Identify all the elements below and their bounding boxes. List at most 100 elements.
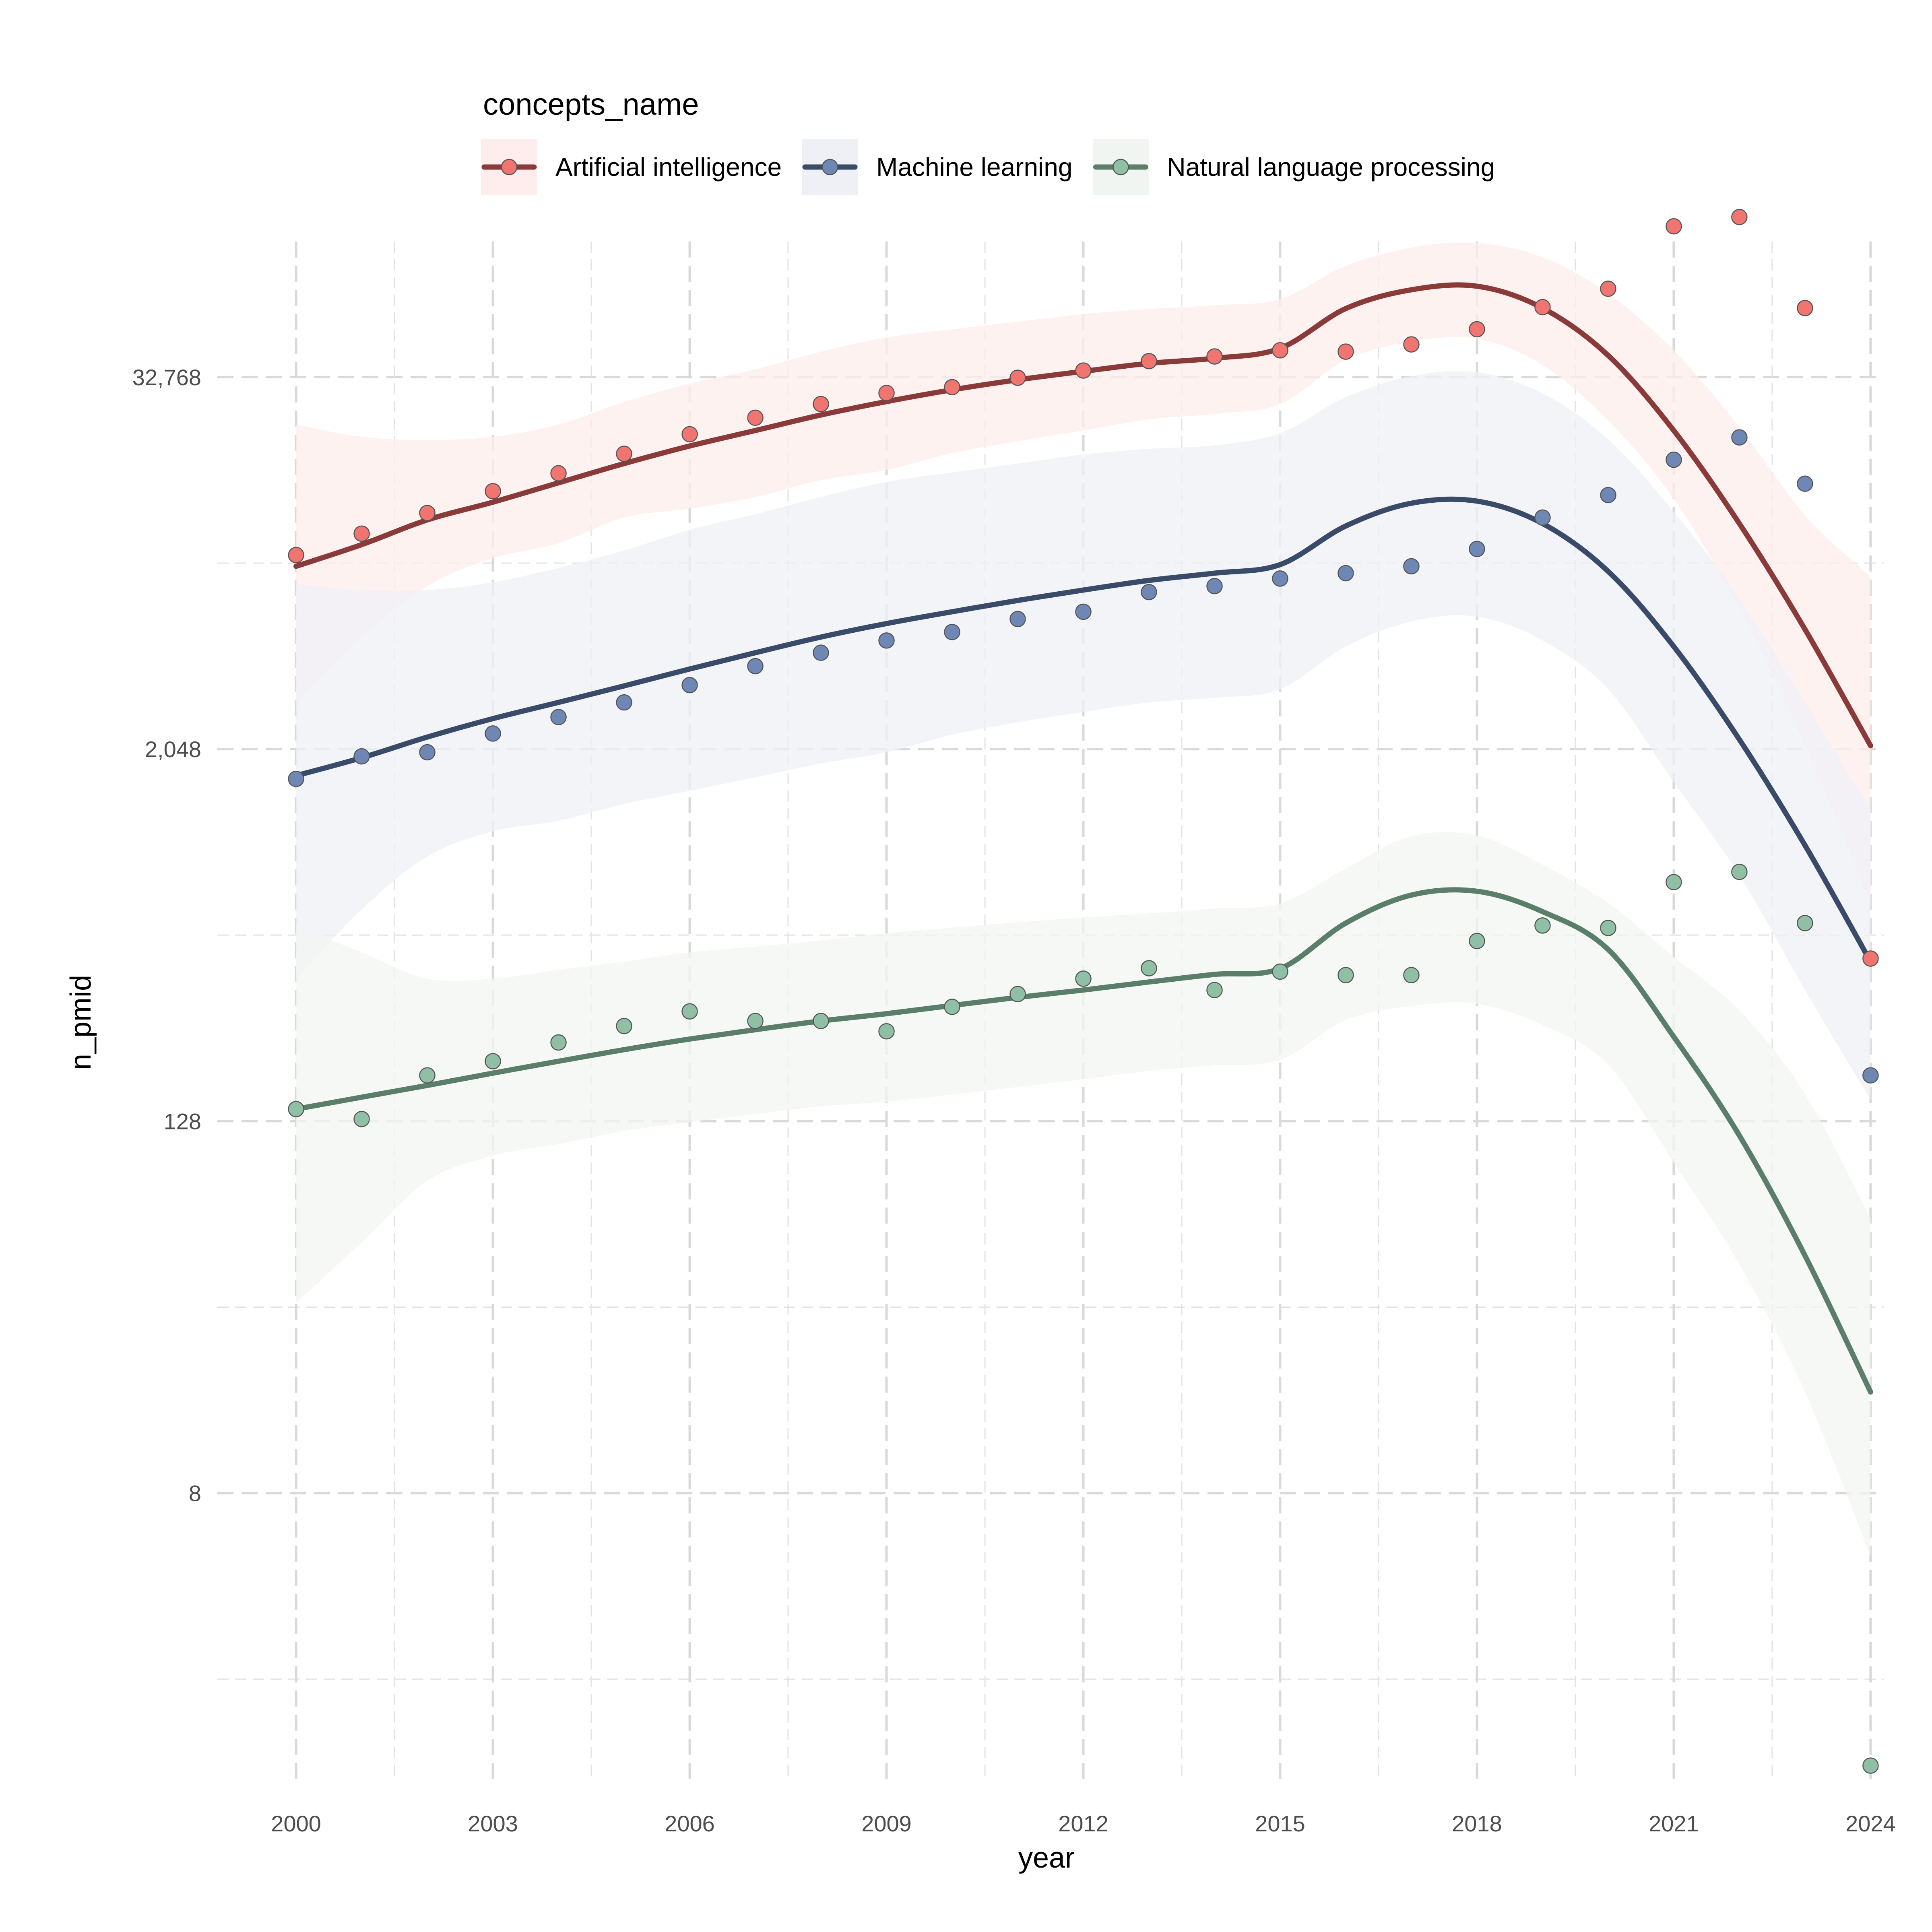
x-axis-title: year bbox=[1018, 1842, 1075, 1874]
axes: 2000 2003 2006 2009 2012 2015 2018 2021 2024 8 128… bbox=[132, 365, 1896, 1836]
point-machine-learning bbox=[747, 658, 764, 675]
y-tick-label: 8 bbox=[189, 1481, 201, 1506]
point-machine-learning bbox=[550, 709, 567, 725]
x-tick-label: 2018 bbox=[1452, 1811, 1502, 1836]
legend-key-point-machine-learning bbox=[822, 159, 838, 175]
y-tick-label: 2,048 bbox=[145, 737, 201, 762]
point-machine-learning bbox=[485, 725, 501, 742]
legend: concepts_name Artificial intelligence Mac… bbox=[481, 87, 1495, 195]
point-machine-learning bbox=[1403, 558, 1420, 575]
point-machine-learning bbox=[813, 644, 829, 661]
point-machine-learning bbox=[1469, 541, 1485, 557]
point-machine-learning bbox=[1666, 451, 1682, 468]
point-natural-language-processing bbox=[288, 1101, 304, 1117]
point-natural-language-processing bbox=[813, 1013, 829, 1029]
legend-label-natural-language-processing: Natural language processing bbox=[1167, 153, 1495, 182]
x-tick-label: 2006 bbox=[665, 1811, 715, 1836]
point-natural-language-processing bbox=[1469, 933, 1485, 949]
y-tick-label: 32,768 bbox=[132, 365, 201, 390]
point-artificial-intelligence bbox=[616, 446, 632, 462]
point-natural-language-processing bbox=[1206, 982, 1223, 998]
point-machine-learning bbox=[1206, 578, 1223, 594]
point-artificial-intelligence bbox=[1206, 348, 1223, 365]
point-natural-language-processing bbox=[550, 1034, 567, 1051]
point-natural-language-processing bbox=[1666, 874, 1682, 890]
point-natural-language-processing bbox=[878, 1023, 895, 1040]
point-artificial-intelligence bbox=[1141, 353, 1157, 369]
point-artificial-intelligence bbox=[1075, 362, 1092, 379]
band-artificial-intelligence bbox=[296, 242, 1871, 903]
point-machine-learning bbox=[1338, 565, 1354, 582]
point-natural-language-processing bbox=[353, 1110, 370, 1127]
point-machine-learning bbox=[288, 770, 304, 787]
point-natural-language-processing bbox=[1797, 915, 1813, 931]
point-natural-language-processing bbox=[1534, 917, 1551, 934]
point-artificial-intelligence bbox=[1862, 950, 1879, 967]
point-machine-learning bbox=[419, 744, 436, 761]
point-natural-language-processing bbox=[1862, 1757, 1879, 1774]
x-tick-label: 2012 bbox=[1058, 1811, 1108, 1836]
point-artificial-intelligence bbox=[878, 385, 895, 401]
legend-label-artificial-intelligence: Artificial intelligence bbox=[555, 153, 782, 182]
point-natural-language-processing bbox=[1075, 970, 1092, 987]
legend-label-machine-learning: Machine learning bbox=[876, 153, 1072, 182]
smooth-lines bbox=[293, 282, 1873, 1395]
point-natural-language-processing bbox=[747, 1013, 764, 1029]
legend-key-point-artificial-intelligence bbox=[501, 159, 518, 175]
point-artificial-intelligence bbox=[1272, 342, 1288, 359]
x-tick-label: 2003 bbox=[468, 1811, 518, 1836]
point-artificial-intelligence bbox=[288, 547, 304, 564]
point-artificial-intelligence bbox=[1731, 208, 1748, 225]
line-artificial-intelligence bbox=[293, 282, 1873, 749]
point-natural-language-processing bbox=[419, 1067, 436, 1084]
point-machine-learning bbox=[1797, 475, 1813, 492]
point-machine-learning bbox=[1141, 584, 1157, 601]
point-natural-language-processing bbox=[616, 1018, 632, 1034]
point-natural-language-processing bbox=[1731, 863, 1748, 880]
point-artificial-intelligence bbox=[747, 409, 764, 426]
point-machine-learning bbox=[1600, 487, 1616, 504]
y-tick-label: 128 bbox=[164, 1108, 201, 1134]
point-artificial-intelligence bbox=[1009, 369, 1026, 386]
point-artificial-intelligence bbox=[681, 426, 698, 443]
point-natural-language-processing bbox=[1141, 960, 1157, 976]
point-machine-learning bbox=[1272, 570, 1288, 587]
data-points bbox=[288, 208, 1879, 1774]
x-tick-label: 2024 bbox=[1845, 1811, 1896, 1836]
point-artificial-intelligence bbox=[1600, 281, 1616, 297]
legend-title: concepts_name bbox=[483, 87, 699, 122]
point-natural-language-processing bbox=[1009, 986, 1026, 1002]
point-artificial-intelligence bbox=[1403, 336, 1420, 353]
point-artificial-intelligence bbox=[485, 483, 501, 500]
point-machine-learning bbox=[353, 748, 370, 765]
point-artificial-intelligence bbox=[419, 505, 436, 521]
point-artificial-intelligence bbox=[1534, 299, 1551, 316]
point-machine-learning bbox=[1009, 611, 1026, 627]
point-natural-language-processing bbox=[485, 1053, 501, 1069]
y-axis-title: n_pmid bbox=[65, 975, 97, 1070]
x-tick-label: 2009 bbox=[861, 1811, 912, 1836]
point-natural-language-processing bbox=[1272, 963, 1288, 980]
line-natural-language-processing bbox=[293, 887, 1873, 1395]
point-machine-learning bbox=[944, 624, 960, 640]
point-machine-learning bbox=[878, 632, 895, 649]
point-natural-language-processing bbox=[1600, 920, 1616, 936]
point-machine-learning bbox=[1075, 603, 1092, 620]
legend-key-point-natural-language-processing bbox=[1113, 159, 1129, 175]
point-machine-learning bbox=[681, 677, 698, 694]
x-tick-label: 2000 bbox=[271, 1811, 321, 1836]
point-machine-learning bbox=[616, 694, 632, 711]
point-machine-learning bbox=[1534, 509, 1551, 526]
point-artificial-intelligence bbox=[1338, 343, 1354, 360]
point-natural-language-processing bbox=[681, 1003, 698, 1020]
point-machine-learning bbox=[1731, 429, 1748, 446]
point-artificial-intelligence bbox=[1666, 218, 1682, 235]
point-artificial-intelligence bbox=[944, 379, 960, 396]
point-artificial-intelligence bbox=[813, 396, 829, 413]
point-natural-language-processing bbox=[1403, 967, 1420, 983]
point-artificial-intelligence bbox=[353, 525, 370, 542]
point-natural-language-processing bbox=[1338, 967, 1354, 983]
point-natural-language-processing bbox=[944, 999, 960, 1015]
point-artificial-intelligence bbox=[1469, 321, 1485, 338]
